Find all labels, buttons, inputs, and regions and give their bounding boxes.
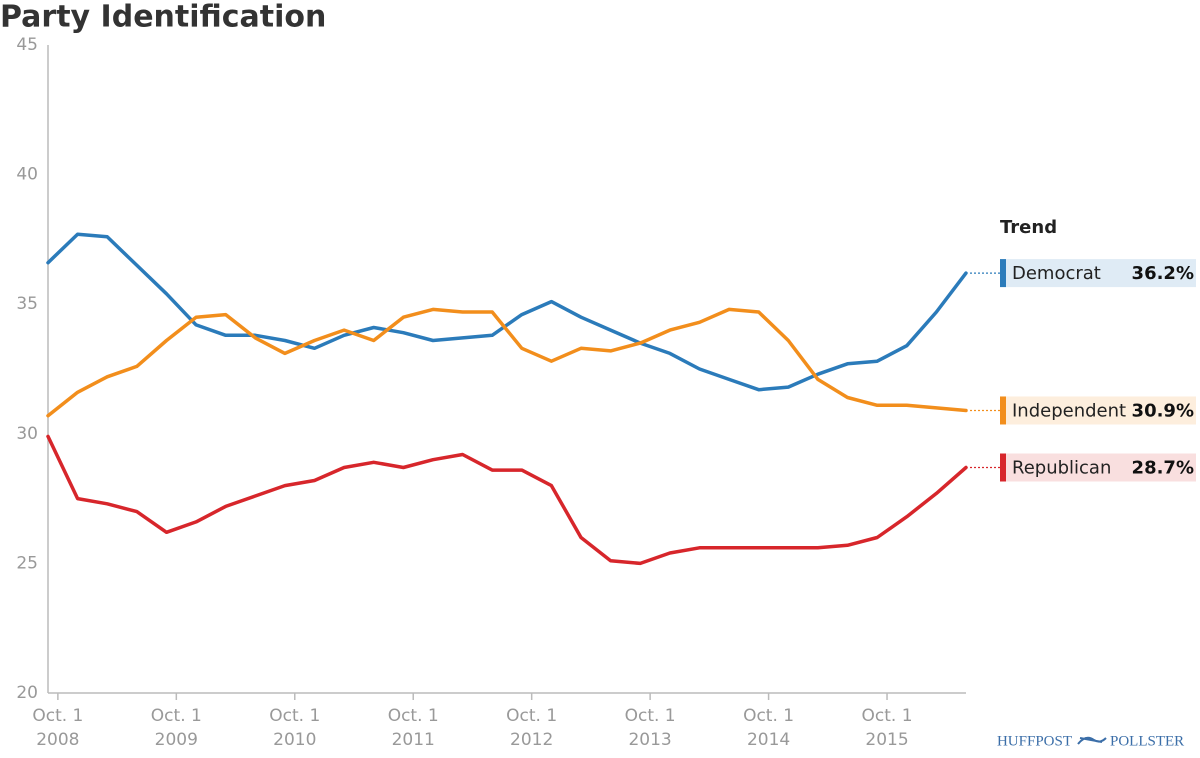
chart-title: Party Identification (0, 0, 326, 35)
x-tick-label: Oct. 1 2015 (861, 706, 913, 750)
x-tick-label: Oct. 1 2011 (387, 706, 439, 750)
x-tick-label: Oct. 1 2014 (743, 706, 795, 750)
y-tick-label: 35 (16, 294, 38, 314)
trend-value: 30.9% (1132, 400, 1194, 421)
x-tick-label: Oct. 1 2010 (269, 706, 321, 750)
x-tick-label: Oct. 1 2012 (506, 706, 558, 750)
trend-value: 28.7% (1132, 457, 1194, 478)
y-tick-label: 20 (16, 683, 38, 703)
legend-label: Republican (1012, 457, 1111, 478)
y-tick-label: 25 (16, 553, 38, 573)
legend-label: Independent (1012, 400, 1126, 421)
legend-swatch (1000, 259, 1006, 288)
y-tick-label: 45 (16, 35, 38, 55)
legend-title: Trend (1000, 217, 1057, 238)
legend-box (1006, 259, 1196, 288)
series-line (46, 232, 968, 392)
logo-left: HUFFPOST (997, 733, 1072, 749)
x-tick-label: Oct. 1 2013 (624, 706, 676, 750)
legend-box (1006, 396, 1196, 425)
logo-icon (1077, 736, 1107, 745)
legend-box (1006, 453, 1196, 482)
y-tick-label: 30 (16, 424, 38, 444)
series-line (46, 307, 968, 418)
y-tick-label: 40 (16, 165, 38, 185)
series-line (46, 434, 968, 566)
trend-value: 36.2% (1132, 263, 1194, 284)
legend-label: Democrat (1012, 263, 1101, 284)
legend-swatch (1000, 453, 1006, 482)
x-tick-label: Oct. 1 2009 (150, 706, 202, 750)
x-tick-label: Oct. 1 2008 (32, 706, 84, 750)
logo-right: POLLSTER (1110, 733, 1184, 749)
legend-swatch (1000, 396, 1006, 425)
